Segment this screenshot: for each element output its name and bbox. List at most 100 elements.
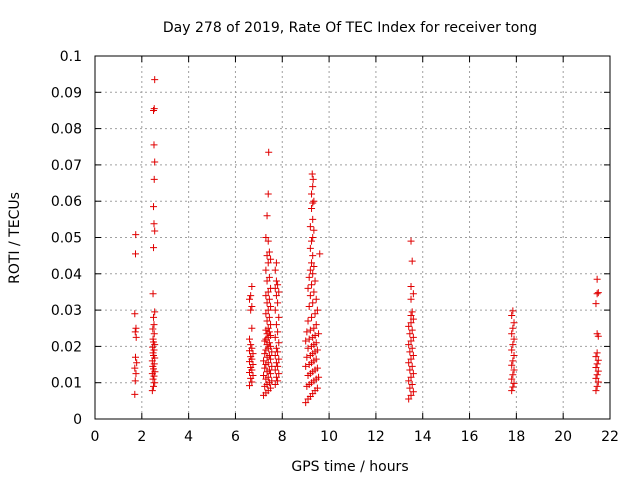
data-point: [405, 395, 413, 403]
data-point: [306, 223, 314, 231]
data-point: [594, 356, 602, 364]
data-point: [509, 383, 517, 391]
data-point: [308, 190, 316, 198]
data-point: [271, 333, 279, 341]
data-point: [305, 302, 313, 310]
data-point: [407, 355, 415, 363]
data-point: [272, 359, 280, 367]
data-point: [271, 366, 279, 374]
data-point: [304, 284, 312, 292]
data-point: [265, 313, 273, 321]
data-point: [407, 295, 415, 303]
data-point: [593, 330, 601, 338]
data-point: [262, 266, 270, 274]
data-point: [274, 348, 282, 356]
data-point: [249, 350, 257, 358]
y-tick-label: 0.01: [51, 376, 82, 392]
data-point: [510, 351, 518, 359]
data-point: [132, 370, 140, 378]
data-point: [150, 105, 158, 113]
data-point: [309, 175, 317, 183]
data-point: [409, 370, 417, 378]
data-point: [510, 366, 518, 374]
data-point: [151, 158, 159, 166]
data-point: [274, 377, 282, 385]
data-point: [310, 197, 318, 205]
data-point: [407, 319, 415, 327]
data-point: [510, 335, 518, 343]
data-point: [508, 330, 516, 338]
x-tick-label: 12: [367, 429, 385, 445]
data-point: [260, 371, 268, 379]
data-point: [261, 364, 269, 372]
data-point: [249, 371, 257, 379]
data-point: [264, 324, 272, 332]
data-point: [261, 337, 269, 345]
data-point: [407, 237, 415, 245]
data-point: [249, 361, 257, 369]
data-point: [308, 204, 316, 212]
data-point: [308, 259, 316, 267]
data-point: [151, 368, 159, 376]
y-tick-label: 0.05: [51, 231, 82, 247]
data-point: [315, 373, 323, 381]
data-point: [405, 322, 413, 330]
data-point: [407, 337, 415, 345]
data-point: [151, 379, 159, 387]
data-point: [304, 344, 312, 352]
data-point: [313, 364, 321, 372]
data-point: [248, 324, 256, 332]
data-point: [131, 364, 139, 372]
data-point: [265, 366, 273, 374]
data-point: [309, 270, 317, 278]
y-axis-tick-labels: 0 0.01 0.02 0.03 0.04 0.05 0.06 0.07 0.08 0.09 0.1: [51, 49, 82, 428]
data-point: [264, 373, 272, 381]
data-point: [308, 170, 316, 178]
data-point: [149, 335, 157, 343]
data-point: [272, 373, 280, 381]
data-point: [409, 351, 417, 359]
data-point: [264, 190, 272, 198]
data-point: [265, 328, 273, 336]
data-point: [406, 348, 414, 356]
data-point: [408, 381, 416, 389]
data-points: [131, 76, 602, 407]
data-point: [302, 337, 310, 345]
data-point: [407, 391, 415, 399]
data-point: [509, 307, 517, 315]
data-point: [408, 326, 416, 334]
data-point: [592, 387, 600, 395]
data-point: [271, 266, 279, 274]
y-tick-label: 0.04: [51, 267, 82, 283]
data-point: [311, 277, 319, 285]
data-point: [150, 313, 158, 321]
data-point: [593, 290, 601, 298]
data-point: [271, 284, 279, 292]
data-point: [132, 231, 140, 239]
data-point: [272, 277, 280, 285]
data-point: [308, 281, 316, 289]
data-point: [267, 255, 275, 263]
data-point: [151, 308, 159, 316]
data-point: [309, 252, 317, 260]
data-point: [261, 350, 269, 358]
data-point: [409, 333, 417, 341]
data-point: [315, 330, 323, 338]
data-point: [267, 355, 275, 363]
data-point: [264, 288, 272, 296]
x-tick-label: 6: [231, 429, 240, 445]
y-tick-label: 0.07: [51, 158, 82, 174]
data-point: [248, 378, 256, 386]
data-point: [405, 359, 413, 367]
data-point: [247, 306, 255, 314]
data-point: [267, 370, 275, 378]
data-point: [310, 324, 318, 332]
data-point: [274, 328, 282, 336]
data-point: [149, 290, 157, 298]
data-point: [132, 324, 140, 332]
data-point: [409, 388, 417, 396]
data-point: [407, 283, 415, 291]
data-point: [509, 324, 517, 332]
axis-ticks: [94, 55, 611, 420]
